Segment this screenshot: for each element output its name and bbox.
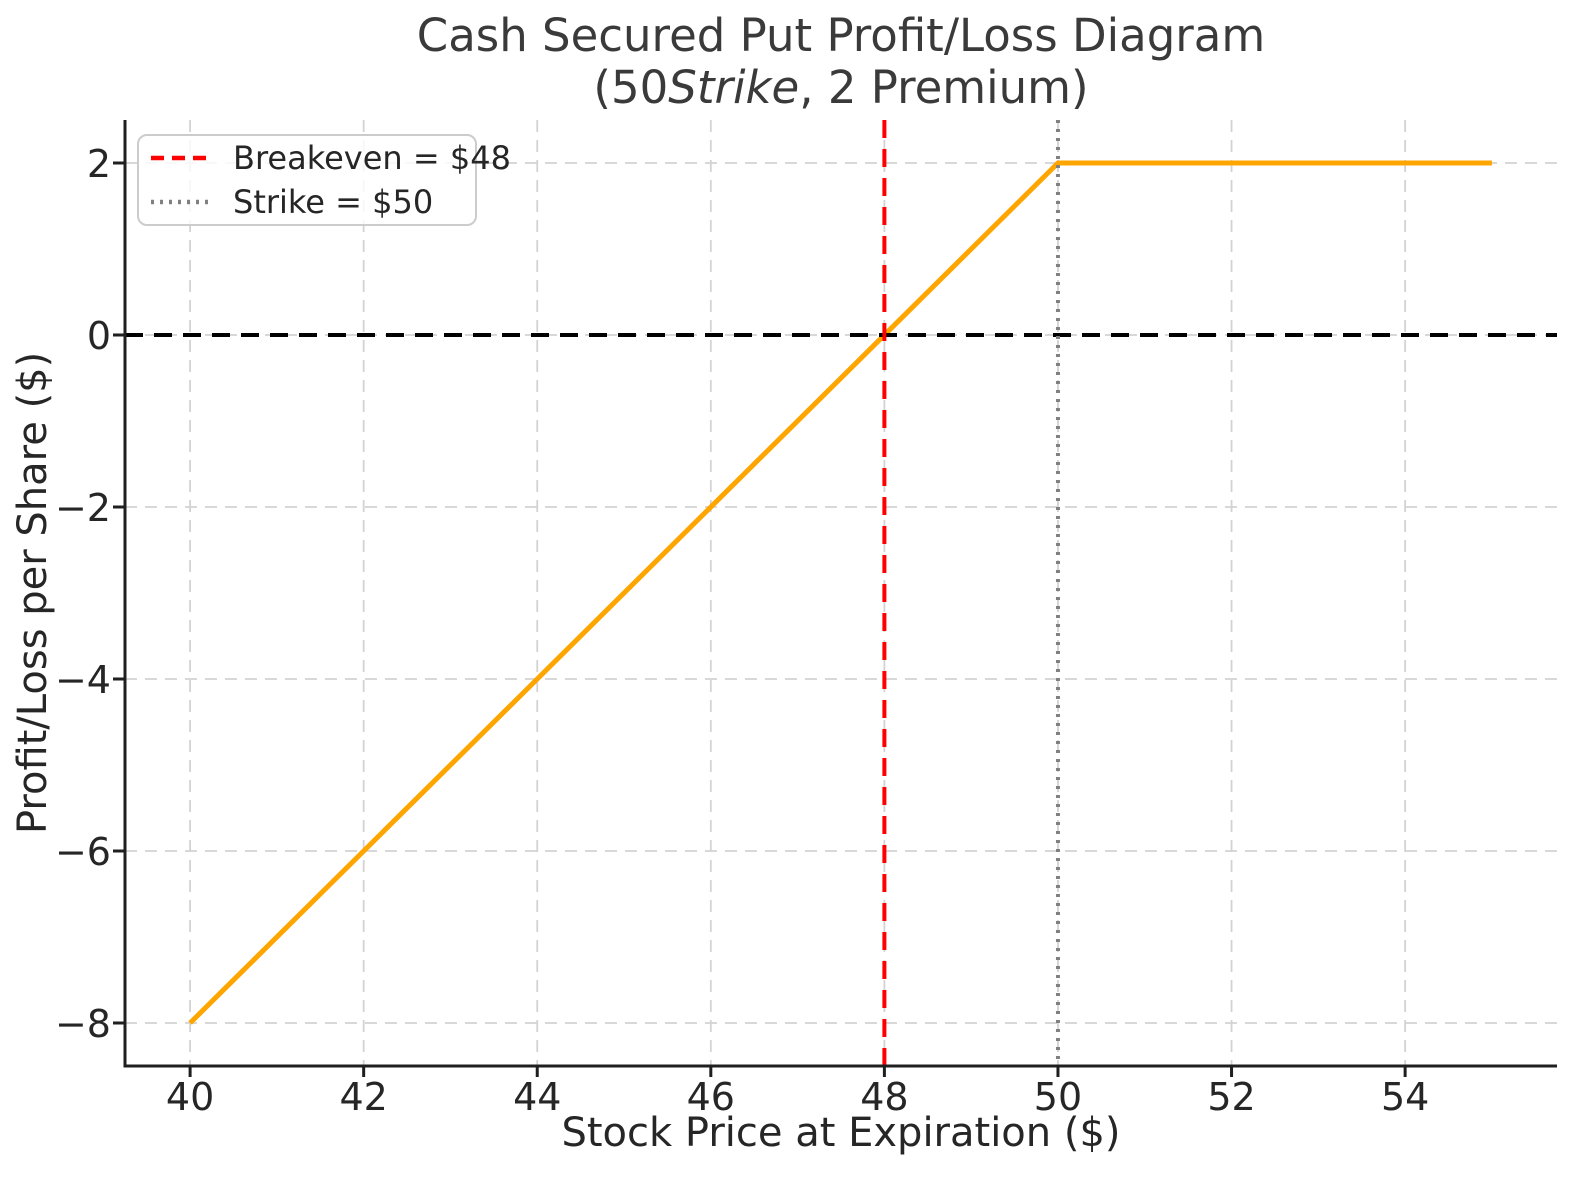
axis-spines (123, 120, 1557, 1068)
x-tick-label-46: 46 (687, 1075, 735, 1119)
strike-line-sample-icon (151, 199, 211, 205)
legend-label-breakeven: Breakeven = $48 (233, 139, 511, 177)
legend: Breakeven = $48 Strike = $50 (137, 134, 511, 226)
x-tick-label-52: 52 (1207, 1075, 1255, 1119)
legend-label-strike: Strike = $50 (233, 183, 434, 221)
y-tick-label-2: 2 (87, 142, 111, 186)
y-axis-label: Profit/Loss per Share ($) (10, 351, 56, 835)
chart-title-line2-prefix: (50 (593, 61, 669, 114)
x-tick-label-42: 42 (339, 1075, 387, 1119)
x-tick-label-54: 54 (1381, 1075, 1429, 1119)
chart-title-line2-suffix: , 2 Premium) (799, 61, 1089, 114)
legend-item-breakeven: Breakeven = $48 (139, 136, 511, 180)
chart-title-line2: (50Strike, 2 Premium) (125, 62, 1557, 114)
x-tick-label-48: 48 (860, 1075, 908, 1119)
x-tick-label-50: 50 (1034, 1075, 1082, 1119)
cash-secured-put-payoff-line (188, 160, 1492, 1025)
y-tick-label-0: 0 (87, 314, 111, 358)
x-axis-label: Stock Price at Expiration ($) (561, 1110, 1121, 1156)
x-tick-label-44: 44 (513, 1075, 561, 1119)
chart-title-line1: Cash Secured Put Profit/Loss Diagram (416, 9, 1266, 62)
y-tick-label-−2: −2 (55, 486, 111, 530)
legend-item-strike: Strike = $50 (139, 180, 475, 224)
y-tick-label-−4: −4 (55, 658, 111, 702)
chart-title: Cash Secured Put Profit/Loss Diagram (50… (125, 10, 1557, 114)
chart-title-line2-strike-italic: Strike (668, 61, 800, 114)
y-tick-label-−8: −8 (55, 1002, 111, 1046)
y-tick-label-−6: −6 (55, 830, 111, 874)
breakeven-line-sample-icon (151, 155, 211, 161)
x-tick-label-40: 40 (166, 1075, 214, 1119)
